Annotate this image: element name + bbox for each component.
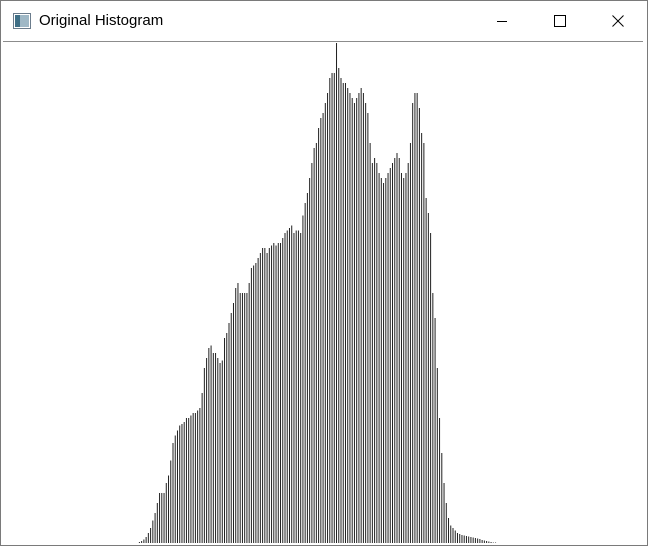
- histogram-chart: [138, 43, 497, 543]
- close-button[interactable]: [589, 1, 647, 41]
- title-bar[interactable]: Original Histogram: [1, 1, 647, 41]
- maximize-icon: [554, 15, 566, 27]
- minimize-icon: [497, 21, 507, 22]
- close-icon: [612, 15, 624, 27]
- window-controls: [473, 1, 647, 41]
- minimize-button[interactable]: [473, 1, 531, 41]
- histogram-canvas: [3, 41, 643, 544]
- window-title: Original Histogram: [39, 12, 164, 29]
- maximize-button[interactable]: [531, 1, 589, 41]
- app-window-icon: [12, 11, 32, 31]
